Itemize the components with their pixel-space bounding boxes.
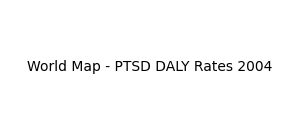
Text: World Map - PTSD DALY Rates 2004: World Map - PTSD DALY Rates 2004 — [27, 59, 273, 74]
